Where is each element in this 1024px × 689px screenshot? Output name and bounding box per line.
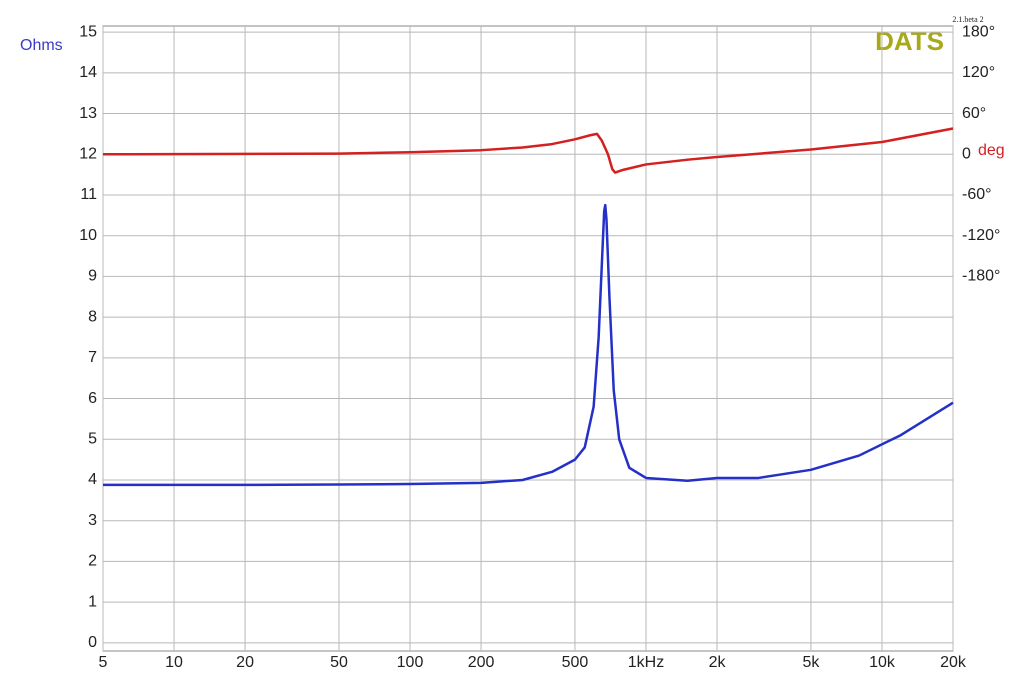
y-tick-label: 15	[79, 23, 97, 40]
y2-tick-label: -120°	[962, 227, 1000, 244]
y-tick-label: 1	[88, 593, 97, 610]
y2-tick-label: 0	[962, 145, 971, 162]
x-tick-label: 5k	[802, 654, 820, 671]
y-tick-label: 2	[88, 553, 97, 570]
x-tick-label: 5	[99, 654, 108, 671]
x-tick-label: 20	[236, 654, 254, 671]
x-tick-label: 10	[165, 654, 183, 671]
data-line	[103, 203, 954, 487]
x-tick-label: 100	[397, 654, 424, 671]
y2-tick-label: -60°	[962, 186, 992, 203]
y2-tick-label: 60°	[962, 105, 986, 122]
y-tick-label: 8	[88, 308, 97, 325]
y-tick-label: 4	[88, 471, 97, 488]
x-tick-label: 500	[562, 654, 589, 671]
y-tick-label: 11	[80, 186, 97, 203]
y2-tick-label: -180°	[962, 268, 1000, 285]
y2-axis-label: deg	[978, 142, 1005, 159]
y-tick-label: 3	[88, 512, 97, 529]
y-tick-label: 12	[79, 145, 97, 162]
y-tick-label: 5	[88, 430, 97, 447]
y-axis-label: Ohms	[20, 37, 63, 54]
y2-tick-label: 120°	[962, 64, 995, 81]
y-tick-label: 0	[88, 634, 97, 651]
y-tick-label: 7	[88, 349, 97, 366]
y-tick-label: 9	[88, 268, 97, 285]
x-tick-label: 2k	[709, 654, 727, 671]
x-tick-label: 10k	[869, 654, 896, 671]
x-tick-label: 1kHz	[628, 654, 664, 671]
version: 2.1.beta 2	[952, 15, 983, 24]
x-tick-label: 50	[330, 654, 348, 671]
data-line	[102, 127, 954, 174]
y-tick-label: 10	[79, 227, 97, 244]
x-tick-label: 200	[468, 654, 495, 671]
x-tick-label: 20k	[940, 654, 967, 671]
y-tick-label: 14	[79, 64, 97, 81]
y-tick-label: 6	[88, 390, 97, 407]
brand: DATS	[875, 26, 944, 56]
plot-frame	[102, 25, 954, 652]
y-tick-label: 13	[79, 105, 97, 122]
y2-tick-label: 180°	[962, 23, 995, 40]
